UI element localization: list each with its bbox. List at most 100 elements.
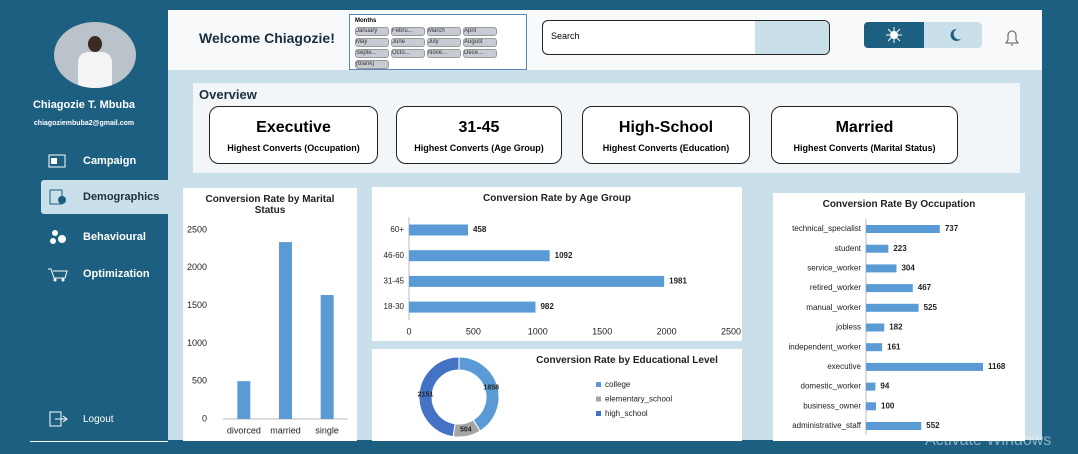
- data-label: 525: [924, 303, 938, 312]
- kpi-card: 31-45 Highest Converts (Age Group): [396, 106, 562, 164]
- legend-label: elementary_school: [605, 395, 672, 404]
- bar: [320, 295, 334, 419]
- chart: technical_specialist 737 student 223 service…: [789, 219, 1006, 435]
- light-toggle[interactable]: [864, 22, 924, 48]
- x-tick-label: 1000: [528, 326, 548, 336]
- nav-item[interactable]: Optimization: [41, 257, 168, 291]
- dark-toggle[interactable]: [924, 22, 982, 48]
- x-tick-label: single: [315, 425, 339, 435]
- chart: 0 500 1000 1500 2000 2500 60+ 458 46-60 1092 31-45…: [384, 217, 741, 336]
- kpi-card: Married Highest Converts (Marital Status): [771, 106, 958, 164]
- watermark: Activate Windows: [925, 432, 1052, 449]
- data-label: 467: [918, 283, 932, 292]
- data-label: 1168: [988, 362, 1006, 371]
- month-button[interactable]: August: [463, 38, 497, 47]
- y-tick-label: jobless: [835, 323, 861, 332]
- y-tick-label: retired_worker: [810, 283, 861, 292]
- y-tick-label: 500: [192, 376, 207, 386]
- month-button[interactable]: (blank): [355, 60, 389, 69]
- legend-swatch: [596, 411, 601, 416]
- month-button[interactable]: June: [391, 38, 425, 47]
- donut-segment: [418, 356, 460, 438]
- month-button[interactable]: July: [427, 38, 461, 47]
- donut-segment: [458, 356, 500, 432]
- month-slicer: Months January Febru... March April May June J…: [349, 14, 527, 70]
- bar: [866, 303, 919, 312]
- month-button[interactable]: January: [355, 27, 389, 36]
- overview-title: Overview: [199, 87, 257, 102]
- x-tick-label: 2000: [657, 326, 677, 336]
- bar: [866, 264, 897, 273]
- y-tick-label: manual_worker: [806, 303, 861, 312]
- search-box[interactable]: Search: [542, 20, 830, 55]
- data-label: 1981: [669, 277, 687, 286]
- data-label: 304: [901, 264, 915, 273]
- y-tick-label: 2500: [187, 224, 207, 234]
- kpi-label: Highest Converts (Age Group): [414, 143, 544, 153]
- age-chart: Conversion Rate by Age Group 0 500 1000 150…: [372, 187, 742, 341]
- month-button[interactable]: Febru...: [391, 27, 425, 36]
- slicer-title: Months: [355, 18, 377, 24]
- bar: [409, 224, 468, 236]
- data-label: 94: [880, 382, 889, 391]
- y-tick-label: 60+: [390, 225, 404, 234]
- y-tick-label: 31-45: [384, 277, 405, 286]
- bar: [866, 323, 885, 332]
- chart-title: Conversion Rate by Age Group: [483, 193, 631, 204]
- data-label: 223: [893, 244, 907, 253]
- avatar: [54, 22, 136, 88]
- bar: [866, 284, 913, 293]
- bar: [409, 301, 536, 313]
- education-chart: Conversion Rate by Educational Level 185…: [372, 349, 742, 441]
- search-label: Search: [551, 31, 580, 41]
- month-button[interactable]: Octo...: [391, 49, 425, 58]
- data-label: 982: [540, 302, 554, 311]
- divider: [30, 441, 168, 442]
- kpi-card: Executive Highest Converts (Occupation): [209, 106, 378, 164]
- kpi-value: High-School: [618, 119, 714, 136]
- bar: [409, 250, 550, 262]
- month-button[interactable]: Septe...: [355, 49, 389, 58]
- y-tick-label: technical_specialist: [792, 224, 862, 233]
- x-tick-label: 0: [406, 326, 411, 336]
- month-button[interactable]: March: [427, 27, 461, 36]
- month-button[interactable]: April: [463, 27, 497, 36]
- bar: [866, 422, 922, 430]
- kpi-card: High-School Highest Converts (Education): [582, 106, 750, 164]
- bar: [279, 242, 292, 419]
- y-tick-label: 2000: [187, 262, 207, 272]
- nav-item[interactable]: Campaign: [41, 144, 168, 178]
- month-button[interactable]: Nove...: [427, 49, 461, 58]
- month-button[interactable]: Dece...: [463, 49, 497, 58]
- chart-title: Conversion Rate by Educational Level: [536, 355, 718, 366]
- bar: [866, 225, 940, 233]
- nav-item[interactable]: Demographics: [41, 180, 168, 214]
- x-tick-label: 1500: [592, 326, 612, 336]
- chart: 1858 college 504 elementary_school 2151 high_…: [418, 356, 672, 438]
- data-label: 1858: [483, 385, 499, 392]
- data-label: 552: [926, 421, 940, 430]
- data-label: 161: [887, 342, 901, 351]
- bell-icon[interactable]: [1000, 26, 1024, 50]
- y-tick-label: 1500: [187, 300, 207, 310]
- legend-swatch: [596, 396, 601, 402]
- month-button[interactable]: May: [355, 38, 389, 47]
- data-label: 100: [881, 401, 895, 410]
- y-tick-label: administrative_staff: [792, 421, 862, 430]
- nav-label: Campaign: [83, 155, 137, 167]
- logout[interactable]: Logout: [41, 402, 168, 436]
- data-label: 737: [945, 224, 959, 233]
- kpi-label: Highest Converts (Marital Status): [793, 143, 936, 153]
- y-tick-label: domestic_worker: [801, 382, 862, 391]
- nav-item[interactable]: Behavioural: [41, 220, 168, 254]
- kpi-value: 31-45: [458, 119, 500, 136]
- kpi-value: Executive: [256, 119, 331, 136]
- x-tick-label: married: [270, 425, 301, 435]
- data-label: 1092: [555, 251, 573, 260]
- legend-swatch: [596, 382, 601, 387]
- y-tick-label: 18-30: [384, 302, 405, 311]
- bar: [866, 402, 877, 411]
- chart: 0 500 1000 1500 2000 2500 divorced married singl…: [187, 224, 348, 435]
- kpi-value: Married: [835, 119, 894, 136]
